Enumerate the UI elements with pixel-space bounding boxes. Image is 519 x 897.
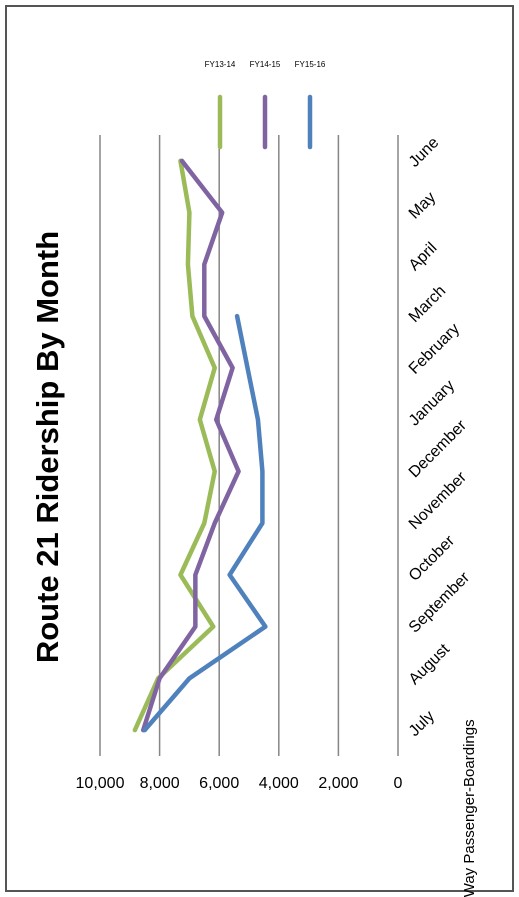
y-tick-label: 6,000 [199, 775, 239, 792]
y-tick-label: 4,000 [259, 775, 299, 792]
y-tick-label: 8,000 [140, 775, 180, 792]
legend-label: FY13-14 [205, 60, 236, 69]
series-line [132, 158, 217, 733]
y-tick-label: 0 [394, 775, 403, 792]
series-line [140, 158, 241, 733]
y-axis-title: One-Way Passenger-Boardings [461, 719, 478, 897]
legend-label: FY15-16 [295, 60, 326, 69]
chart-title: Route 21 Ridership By Month [30, 231, 65, 663]
legend-label: FY14-15 [250, 60, 281, 69]
series-line [142, 313, 268, 733]
y-tick-label: 2,000 [318, 775, 358, 792]
y-tick-label: 10,000 [76, 775, 125, 792]
